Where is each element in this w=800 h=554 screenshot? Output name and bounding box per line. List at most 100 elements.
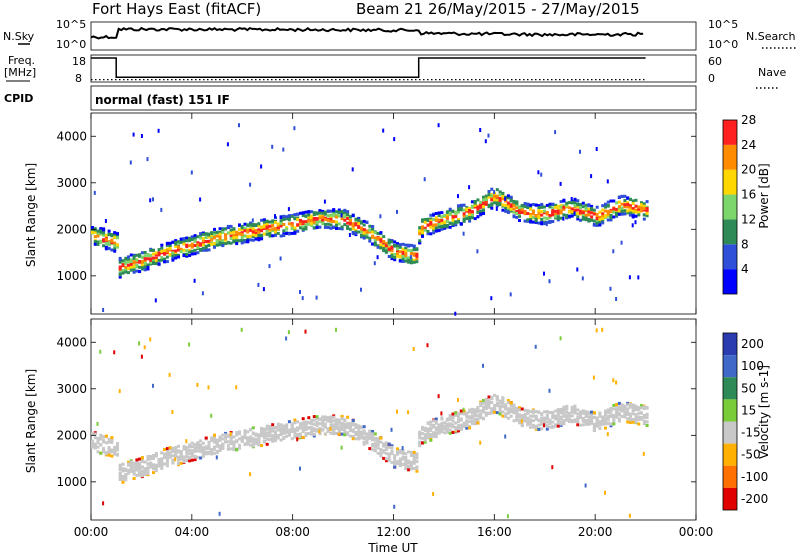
velocity-cell <box>104 434 108 438</box>
velocity-cell <box>423 433 427 437</box>
power-cell <box>573 211 576 216</box>
velocity-cell <box>118 475 122 478</box>
velocity-cell <box>265 427 269 431</box>
velocity-cell <box>307 432 311 435</box>
power-cell <box>623 199 627 202</box>
power-cell <box>476 207 480 211</box>
velocity-cell <box>576 412 580 416</box>
velocity-cell <box>365 432 369 436</box>
power-cell <box>315 219 319 223</box>
power-cell <box>409 259 413 263</box>
power-cell <box>606 179 609 184</box>
velocity-cell <box>138 457 142 461</box>
velocity-cell <box>129 465 133 469</box>
velocity-cell <box>199 447 203 451</box>
velocity-cell <box>326 429 330 433</box>
power-cell <box>576 267 579 272</box>
velocity-cell <box>271 423 275 427</box>
velocity-cell <box>254 441 258 445</box>
power-cell <box>415 254 419 258</box>
power-cell <box>93 228 97 232</box>
velocity-cell <box>443 431 447 435</box>
velocity-cell <box>551 424 555 428</box>
velocity-cell <box>129 468 133 471</box>
power-cell <box>348 233 351 237</box>
power-cell <box>407 256 411 260</box>
velocity-cell <box>531 411 535 415</box>
velocity-cell <box>584 410 588 414</box>
power-cell <box>332 208 336 212</box>
velocity-cell <box>437 423 441 427</box>
velocity-cell <box>346 433 350 436</box>
velocity-cell <box>617 413 621 417</box>
velocity-cell <box>604 426 607 430</box>
velocity-cell <box>182 457 186 461</box>
power-cell <box>390 249 394 253</box>
velocity-cell <box>224 440 228 444</box>
power-cell <box>432 224 436 227</box>
power-cell <box>434 212 438 215</box>
power-cell <box>152 249 155 252</box>
velocity-cell <box>548 425 552 429</box>
power-cell <box>154 253 158 257</box>
velocity-cell <box>135 461 139 465</box>
power-cell <box>318 220 322 224</box>
velocity-cell <box>329 420 333 424</box>
velocity-cell <box>251 444 255 448</box>
power-cell <box>482 212 485 215</box>
velocity-cell <box>523 412 527 416</box>
power-cell <box>343 208 347 212</box>
velocity-cell <box>537 419 541 423</box>
velocity-cell <box>454 421 458 425</box>
power-cell <box>323 199 326 204</box>
power-cell <box>127 263 130 267</box>
velocity-cell <box>274 439 277 443</box>
velocity-cell <box>587 420 591 424</box>
power-cell <box>321 222 325 226</box>
velocity-cell <box>116 448 119 452</box>
power-panel-frame <box>90 112 697 315</box>
power-cell <box>315 224 319 228</box>
power-cell <box>254 233 258 237</box>
power-cell <box>409 249 413 253</box>
power-cell <box>276 222 280 226</box>
velocity-cell <box>140 456 144 460</box>
velocity-cell <box>163 454 167 458</box>
power-cell <box>523 219 527 223</box>
power-cell <box>518 214 521 218</box>
noise-panel-frame <box>90 21 697 51</box>
velocity-cell <box>640 411 643 415</box>
velocity-cell <box>548 411 552 414</box>
velocity-cell <box>401 446 404 451</box>
velocity-cell <box>218 447 222 451</box>
power-cell <box>301 220 305 224</box>
velocity-cell <box>260 428 264 432</box>
velocity-cell <box>540 417 544 420</box>
power-cell <box>609 213 613 217</box>
velocity-cell <box>171 410 174 414</box>
velocity-cell <box>440 424 444 428</box>
power-cell <box>620 209 624 213</box>
velocity-cell <box>199 449 203 453</box>
power-cell <box>504 196 507 201</box>
velocity-cell <box>556 424 560 428</box>
power-cell <box>592 219 596 223</box>
power-cell <box>293 226 297 230</box>
power-cell <box>376 245 380 249</box>
velocity-cell <box>615 380 618 385</box>
power-cell <box>354 232 358 235</box>
power-cell <box>595 212 599 216</box>
velocity-cell <box>196 382 199 387</box>
power-cell <box>146 157 149 162</box>
velocity-cell <box>207 440 211 444</box>
velocity-cell <box>149 457 153 461</box>
power-cell <box>490 187 494 191</box>
velocity-cell <box>382 444 386 448</box>
power-cell <box>140 134 143 138</box>
velocity-cell <box>235 440 239 444</box>
power-cell <box>213 236 216 240</box>
power-cell <box>174 249 178 253</box>
velocity-cell <box>581 409 585 413</box>
velocity-cbar-segment <box>723 465 737 488</box>
